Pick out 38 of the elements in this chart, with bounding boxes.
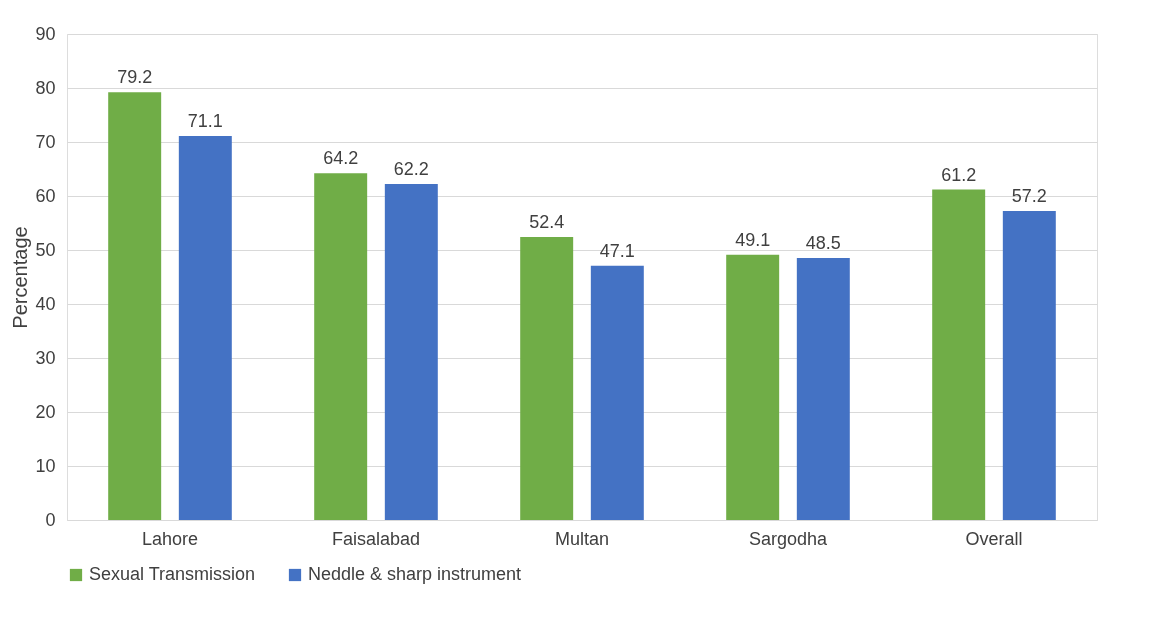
y-tick-label: 20 [35, 401, 56, 422]
data-label: 49.1 [735, 229, 771, 250]
bar [932, 189, 986, 520]
data-label: 52.4 [529, 212, 565, 233]
bar [726, 254, 780, 520]
data-label: 57.2 [1011, 186, 1047, 207]
bar [108, 92, 162, 520]
bar [178, 136, 232, 520]
bar [590, 265, 644, 520]
y-tick-label: 70 [35, 131, 56, 152]
y-tick-label: 80 [35, 77, 56, 98]
legend-label: Sexual Transmission [89, 564, 256, 584]
y-tick-label: 40 [35, 293, 56, 314]
y-tick-label: 50 [35, 239, 56, 260]
y-tick-label: 0 [45, 509, 56, 530]
y-tick-label: 30 [35, 347, 56, 368]
x-tick-label: Overall [965, 528, 1023, 549]
bar [384, 184, 438, 520]
x-tick-label: Sargodha [748, 528, 829, 549]
x-tick-label: Lahore [141, 528, 199, 549]
bar [314, 173, 368, 520]
x-tick-label: Multan [554, 528, 610, 549]
x-tick-label: Faisalabad [331, 528, 421, 549]
data-label: 71.1 [187, 111, 223, 132]
data-label: 79.2 [117, 67, 153, 88]
data-label: 48.5 [805, 233, 841, 254]
data-label: 62.2 [393, 159, 429, 180]
data-label: 61.2 [941, 164, 977, 185]
y-tick-label: 60 [35, 185, 56, 206]
bar [520, 237, 574, 520]
legend-label: Neddle & sharp instrument [308, 564, 522, 584]
data-label: 47.1 [599, 240, 635, 261]
bar [796, 258, 850, 520]
y-tick-label: 90 [35, 23, 56, 44]
data-label: 64.2 [323, 148, 359, 169]
y-tick-label: 10 [35, 455, 56, 476]
y-axis-title: Percentage [9, 226, 32, 329]
bar [1002, 211, 1056, 520]
